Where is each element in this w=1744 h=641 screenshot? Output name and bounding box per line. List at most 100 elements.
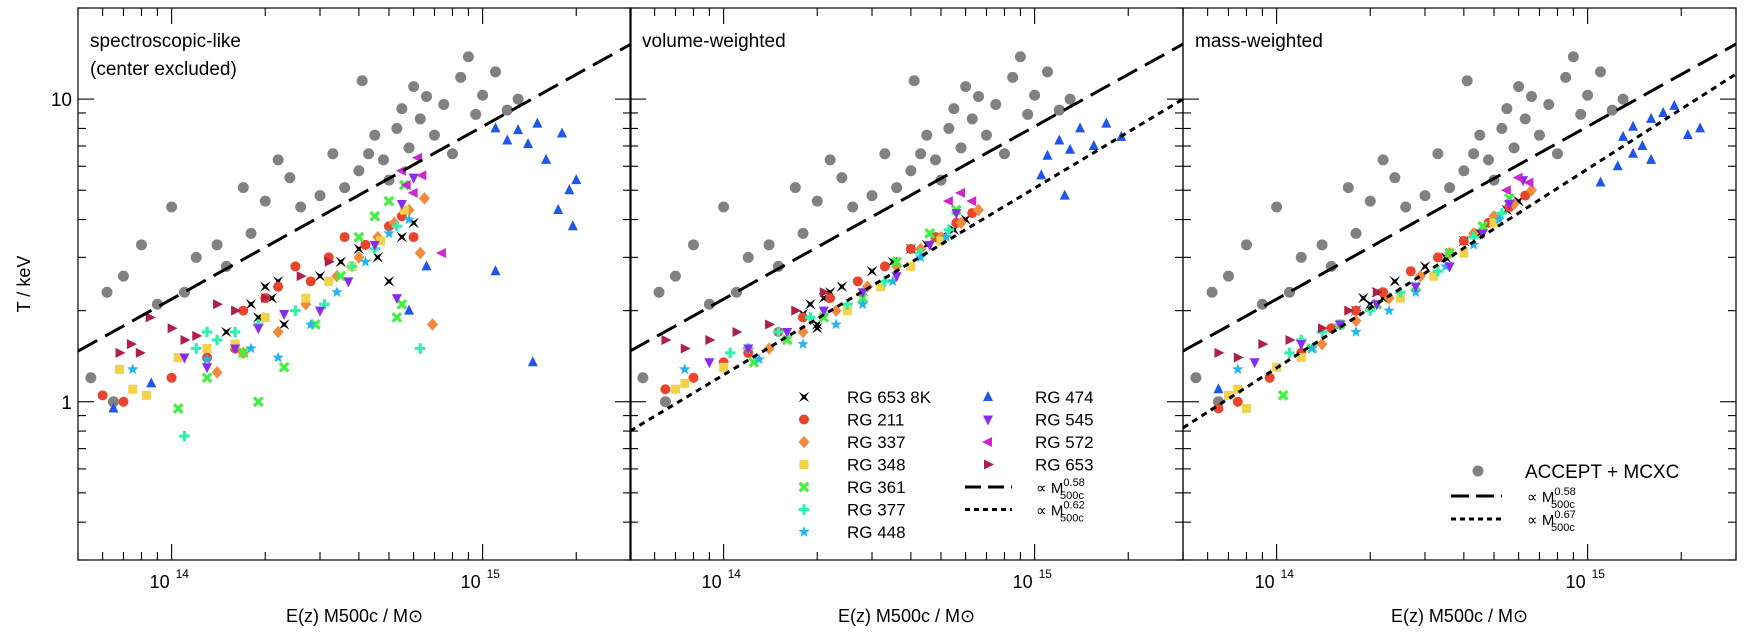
point-rg-348: [842, 306, 852, 316]
series-rg-653-8k: [221, 217, 419, 338]
legend-marker: [982, 437, 992, 447]
point-accept-mcxc: [489, 66, 501, 78]
point-accept-mcxc: [237, 182, 249, 194]
point-rg-377: [414, 343, 426, 354]
point-rg-653: [115, 347, 126, 358]
legend-marker: [799, 460, 809, 469]
point-rg-545: [1335, 320, 1346, 331]
point-rg-348: [324, 276, 334, 286]
point-rg-653-8k: [245, 298, 257, 310]
point-rg-653-8k: [866, 265, 878, 277]
point-rg-545: [782, 328, 793, 339]
point-rg-377: [943, 224, 955, 236]
point-rg-572: [407, 187, 418, 198]
point-rg-348: [719, 362, 729, 372]
point-accept-mcxc: [1350, 227, 1362, 239]
point-accept-mcxc: [1444, 182, 1456, 194]
point-rg-474: [1628, 120, 1639, 131]
point-accept-mcxc: [1389, 172, 1401, 184]
point-accept-mcxc: [1400, 201, 1412, 213]
point-accept-mcxc: [1474, 129, 1486, 141]
point-accept-mcxc: [915, 148, 927, 160]
point-rg-377: [1496, 207, 1508, 219]
point-rg-572: [395, 165, 406, 176]
point-rg-545: [818, 306, 829, 317]
point-rg-572: [966, 196, 977, 207]
point-rg-211: [305, 276, 316, 287]
series-rg-545: [704, 209, 962, 369]
legend-fit-label: ∝ M0.67: [1527, 509, 1576, 529]
point-rg-448: [1493, 213, 1505, 225]
point-rg-377: [805, 312, 816, 323]
point-accept-mcxc: [353, 165, 365, 177]
point-accept-mcxc: [990, 98, 1002, 110]
point-accept-mcxc: [1575, 108, 1587, 120]
point-accept-mcxc: [1206, 286, 1218, 298]
legend-fit-label-base: ∝ M: [1527, 489, 1554, 506]
series-rg-545: [179, 173, 419, 374]
point-rg-348: [1241, 403, 1251, 413]
legend-marker: [983, 391, 993, 401]
point-rg-653-8k: [221, 326, 232, 338]
point-rg-474: [502, 134, 513, 145]
point-rg-474: [1042, 149, 1053, 160]
point-accept-mcxc: [1582, 89, 1594, 101]
point-rg-211: [1405, 266, 1416, 277]
point-rg-572: [955, 187, 966, 198]
legend-item-rg-337: RG 337: [798, 433, 906, 452]
fit-line-m500c-0-58: [1183, 42, 1736, 353]
point-rg-377: [391, 221, 403, 232]
point-rg-474: [527, 356, 538, 367]
point-accept-mcxc: [879, 148, 891, 160]
x-tick-label: 10: [1255, 572, 1275, 592]
legend-label: RG 211: [847, 411, 904, 430]
point-accept-mcxc: [1419, 190, 1431, 202]
point-accept-mcxc: [866, 190, 878, 202]
series-rg-211: [97, 211, 419, 407]
point-rg-545: [343, 277, 354, 288]
point-rg-653: [1344, 305, 1355, 316]
point-rg-653: [180, 334, 191, 345]
point-rg-474: [1682, 129, 1693, 140]
point-accept-mcxc: [272, 154, 284, 166]
series-rg-361: [172, 179, 410, 414]
series-rg-572: [942, 187, 977, 207]
point-rg-377: [179, 430, 190, 442]
point-accept-mcxc: [1022, 108, 1034, 120]
point-accept-mcxc: [166, 201, 178, 213]
point-accept-mcxc: [101, 286, 113, 298]
x-axis-label: E(z) M500c / M⊙: [838, 606, 975, 626]
point-rg-545: [230, 344, 241, 355]
x-tick-label-base: 10: [702, 572, 722, 592]
x-tick-label: 10: [1566, 572, 1586, 592]
point-accept-mcxc: [295, 201, 307, 213]
point-accept-mcxc: [653, 286, 665, 298]
point-rg-361: [1277, 389, 1289, 401]
point-rg-361: [335, 270, 347, 282]
point-rg-448: [1383, 304, 1395, 316]
point-accept-mcxc: [1222, 270, 1234, 282]
point-accept-mcxc: [943, 122, 955, 134]
point-rg-361: [278, 361, 290, 373]
point-rg-448: [272, 351, 284, 363]
point-rg-337: [426, 318, 438, 331]
legend-fit-label-exponent: 0.62: [1063, 500, 1084, 512]
point-rg-448: [830, 318, 842, 330]
point-rg-448: [857, 298, 869, 310]
point-rg-545: [279, 309, 290, 320]
point-rg-448: [245, 342, 257, 354]
point-rg-337: [830, 304, 842, 317]
point-rg-545: [891, 272, 902, 283]
point-rg-348: [936, 236, 946, 246]
legend-fit-label-exponent: 0.58: [1063, 477, 1084, 489]
legend-fit-label: ∝ M0.62: [1036, 500, 1085, 520]
point-rg-348: [1459, 248, 1469, 258]
point-rg-377: [724, 347, 736, 359]
point-rg-653: [1233, 352, 1244, 363]
point-accept-mcxc: [391, 122, 403, 134]
point-rg-545: [1410, 282, 1421, 293]
point-rg-348: [1296, 353, 1306, 363]
point-rg-474: [532, 117, 543, 128]
